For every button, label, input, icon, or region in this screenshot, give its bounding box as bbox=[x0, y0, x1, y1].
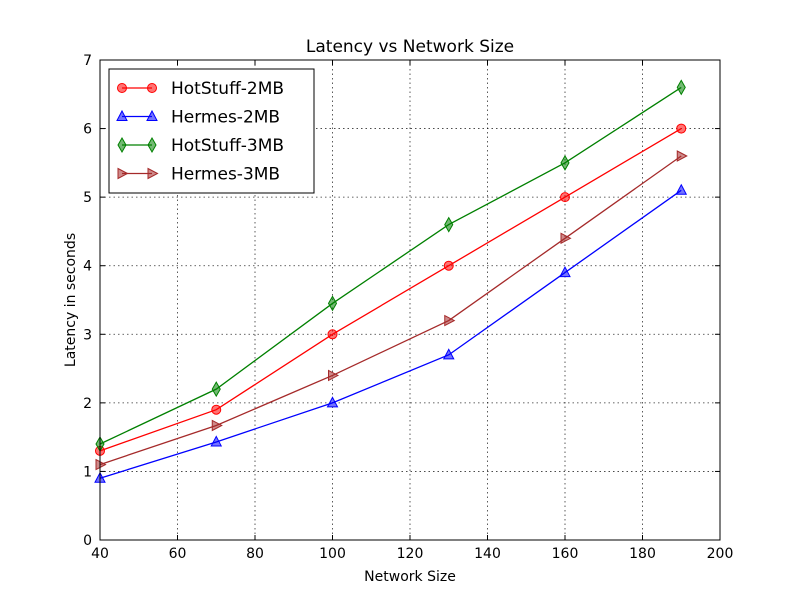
y-tick-label: 3 bbox=[83, 327, 92, 343]
series-hotstuff-3mb bbox=[95, 79, 686, 453]
x-tick-label: 120 bbox=[397, 546, 424, 562]
legend-marker bbox=[117, 136, 127, 154]
legend-marker bbox=[116, 109, 128, 121]
y-tick-label: 5 bbox=[83, 190, 92, 206]
legend-label: HotStuff-3MB bbox=[171, 136, 284, 156]
legend-label: Hermes-2MB bbox=[171, 108, 280, 128]
data-point-hermes-2mb bbox=[326, 396, 339, 408]
data-point-hotstuff-3mb bbox=[444, 216, 454, 233]
x-tick-label: 180 bbox=[629, 546, 656, 562]
data-point-hotstuff-2mb bbox=[443, 260, 454, 271]
data-point-hotstuff-3mb bbox=[327, 295, 338, 312]
legend-entry-hermes-2mb: Hermes-2MB bbox=[116, 108, 280, 128]
data-point-hermes-2mb bbox=[442, 348, 455, 360]
x-tick-label: 200 bbox=[707, 546, 734, 562]
data-point-hermes-2mb bbox=[210, 435, 223, 447]
y-tick-label: 7 bbox=[83, 53, 92, 69]
y-tick-label: 1 bbox=[83, 464, 92, 480]
series-layer bbox=[94, 79, 688, 483]
data-point-hermes-3mb bbox=[444, 314, 456, 327]
series-hermes-2mb bbox=[94, 183, 688, 483]
series-line-hermes-2mb bbox=[99, 189, 682, 479]
x-tick-label: 140 bbox=[474, 546, 501, 562]
legend-box bbox=[108, 68, 315, 194]
legend-label: HotStuff-2MB bbox=[171, 79, 284, 99]
data-point-hermes-3mb bbox=[560, 232, 572, 245]
series-hotstuff-2mb bbox=[95, 123, 687, 456]
legend-marker bbox=[146, 109, 158, 121]
legend-entry-hotstuff-2mb: HotStuff-2MB bbox=[117, 79, 284, 99]
data-point-hotstuff-2mb bbox=[676, 123, 687, 134]
data-point-hotstuff-3mb bbox=[560, 154, 570, 171]
x-tick-label: 60 bbox=[169, 546, 187, 562]
data-point-hotstuff-2mb bbox=[560, 192, 570, 203]
legend-marker bbox=[147, 167, 159, 180]
series-line-hotstuff-3mb bbox=[99, 86, 682, 445]
data-point-hotstuff-2mb bbox=[211, 404, 222, 415]
data-point-hermes-3mb bbox=[95, 458, 107, 471]
x-tick-label: 100 bbox=[319, 546, 346, 562]
data-point-hermes-3mb bbox=[328, 369, 340, 382]
data-point-hermes-2mb bbox=[559, 265, 571, 278]
x-tick-label: 80 bbox=[246, 546, 264, 562]
series-hermes-3mb bbox=[95, 150, 688, 471]
x-axis-label: Network Size bbox=[364, 569, 456, 585]
data-point-hermes-2mb bbox=[675, 183, 688, 195]
y-tick-label: 2 bbox=[83, 396, 92, 412]
data-point-hotstuff-3mb bbox=[676, 79, 686, 96]
series-line-hotstuff-2mb bbox=[99, 128, 682, 452]
legend-label: Hermes-3MB bbox=[171, 165, 280, 185]
legend-marker bbox=[117, 167, 129, 180]
data-point-hermes-3mb bbox=[211, 419, 223, 432]
y-axis-label: Latency in seconds bbox=[63, 233, 79, 367]
data-point-hermes-3mb bbox=[676, 150, 688, 162]
legend-marker bbox=[117, 83, 127, 93]
series-line-hermes-3mb bbox=[99, 155, 682, 466]
legend-entry-hermes-3mb: Hermes-3MB bbox=[117, 165, 280, 185]
y-tick-label: 0 bbox=[83, 533, 92, 549]
y-tick-label: 4 bbox=[83, 259, 92, 275]
legend-entry-hotstuff-3mb: HotStuff-3MB bbox=[117, 136, 284, 156]
chart-title: Latency vs Network Size bbox=[306, 37, 514, 57]
x-tick-label: 40 bbox=[91, 546, 109, 562]
legend: HotStuff-2MB Hermes-2MB HotStuff-3MB Hermes… bbox=[108, 68, 315, 194]
axis-ticks: 40 60 80 100 120 140 160 180 200 0 1 2 3 4 5 6 7 bbox=[83, 53, 733, 562]
x-tick-label: 160 bbox=[552, 546, 579, 562]
data-point-hotstuff-3mb bbox=[211, 381, 221, 398]
legend-marker bbox=[147, 83, 157, 93]
legend-marker bbox=[147, 136, 157, 154]
y-tick-label: 6 bbox=[83, 122, 92, 138]
data-point-hotstuff-2mb bbox=[327, 329, 338, 340]
